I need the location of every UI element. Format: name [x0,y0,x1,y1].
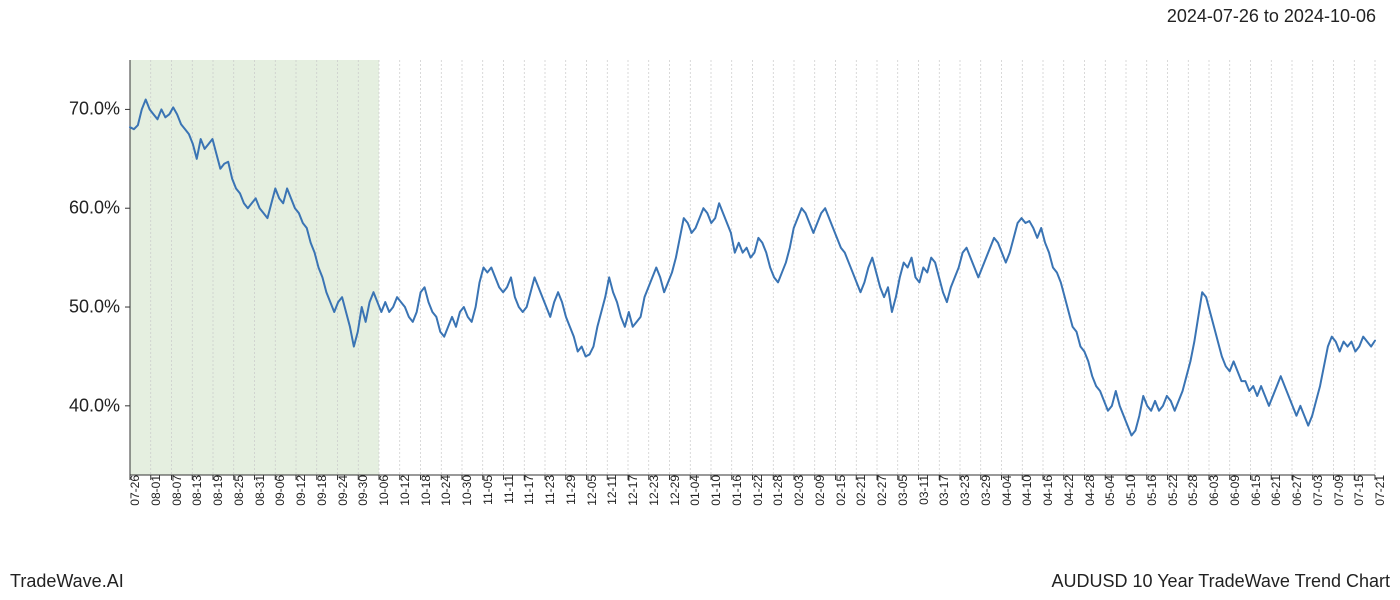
date-range-label: 2024-07-26 to 2024-10-06 [1167,6,1376,27]
x-tick-label: 02-03 [788,475,806,506]
x-tick-label: 02-15 [830,475,848,506]
x-tick-label: 06-21 [1265,475,1283,506]
y-tick-label: 60.0% [69,198,130,219]
x-tick-label: 09-18 [311,475,329,506]
x-tick-label: 04-28 [1079,475,1097,506]
x-tick-label: 05-16 [1141,475,1159,506]
x-tick-label: 04-04 [996,475,1014,506]
x-tick-label: 11-05 [477,475,495,505]
x-tick-label: 03-23 [954,475,972,506]
x-tick-label: 06-09 [1224,475,1242,506]
x-tick-label: 06-03 [1203,475,1221,506]
x-tick-label: 12-29 [664,475,682,506]
x-tick-label: 01-04 [684,475,702,506]
x-tick-label: 08-07 [166,475,184,506]
x-tick-label: 05-22 [1162,475,1180,506]
footer-title: AUDUSD 10 Year TradeWave Trend Chart [1052,571,1391,592]
x-tick-label: 12-23 [643,475,661,506]
x-tick-label: 12-11 [601,475,619,505]
x-tick-label: 10-18 [415,475,433,506]
x-tick-label: 03-29 [975,475,993,506]
x-tick-label: 03-05 [892,475,910,506]
x-tick-label: 02-21 [850,475,868,506]
x-tick-label: 05-04 [1099,475,1117,506]
x-tick-label: 08-25 [228,475,246,506]
y-tick-label: 50.0% [69,297,130,318]
x-tick-label: 11-17 [518,475,536,505]
x-tick-label: 01-22 [747,475,765,506]
x-tick-label: 05-10 [1120,475,1138,506]
x-tick-label: 08-19 [207,475,225,506]
x-tick-label: 02-27 [871,475,889,506]
x-tick-label: 01-16 [726,475,744,506]
x-tick-label: 02-09 [809,475,827,506]
x-tick-label: 01-28 [767,475,785,506]
line-chart-svg [130,60,1375,475]
x-tick-label: 11-29 [560,475,578,505]
x-tick-label: 01-10 [705,475,723,506]
x-tick-label: 06-27 [1286,475,1304,506]
x-tick-label: 10-30 [456,475,474,506]
x-tick-label: 08-01 [145,475,163,506]
footer-brand: TradeWave.AI [10,571,124,592]
x-tick-label: 07-09 [1328,475,1346,506]
x-tick-label: 05-28 [1182,475,1200,506]
x-tick-label: 09-06 [269,475,287,506]
x-tick-label: 11-23 [539,475,557,505]
x-tick-label: 06-15 [1245,475,1263,506]
x-tick-label: 09-24 [332,475,350,506]
y-tick-label: 70.0% [69,99,130,120]
x-tick-label: 04-22 [1058,475,1076,506]
chart-container: 2024-07-26 to 2024-10-06 40.0%50.0%60.0%… [0,0,1400,600]
x-tick-label: 04-10 [1016,475,1034,506]
x-tick-label: 04-16 [1037,475,1055,506]
x-tick-label: 10-12 [394,475,412,506]
x-tick-label: 10-06 [373,475,391,506]
x-tick-label: 11-11 [498,475,516,504]
x-tick-label: 12-05 [581,475,599,506]
x-tick-label: 08-31 [249,475,267,506]
x-tick-label: 07-03 [1307,475,1325,506]
y-tick-label: 40.0% [69,395,130,416]
x-tick-label: 03-11 [913,475,931,505]
x-tick-label: 03-17 [933,475,951,506]
x-tick-label: 07-15 [1348,475,1366,506]
x-tick-label: 08-13 [186,475,204,506]
x-tick-label: 07-21 [1369,475,1387,506]
x-tick-label: 12-17 [622,475,640,506]
x-tick-label: 09-30 [352,475,370,506]
chart-plot-area: 40.0%50.0%60.0%70.0% 07-2608-0108-0708-1… [130,60,1375,475]
x-tick-label: 07-26 [124,475,142,506]
x-tick-label: 09-12 [290,475,308,506]
x-tick-label: 10-24 [435,475,453,506]
